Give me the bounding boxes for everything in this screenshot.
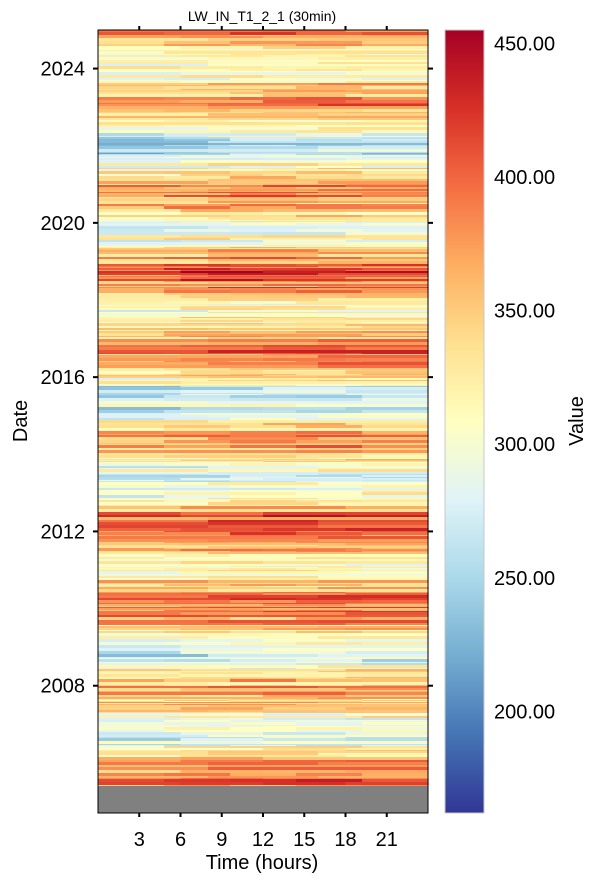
y-tick-label: 2012 <box>41 521 86 543</box>
colorbar-tick-label: 300.00 <box>494 434 555 456</box>
heatmap-plot-area <box>98 30 429 813</box>
colorbar-tick-label: 350.00 <box>494 301 555 323</box>
y-tick-label: 2016 <box>41 367 86 389</box>
x-axis-label: Time (hours) <box>206 852 319 874</box>
y-axis-label: Date <box>10 400 32 442</box>
x-tick-label: 3 <box>134 829 145 851</box>
x-axis: 3 6 9 12 15 18 21 <box>134 26 398 851</box>
x-tick-label: 15 <box>293 829 315 851</box>
y-tick-label: 2008 <box>41 676 86 698</box>
missing-data-region <box>98 786 428 813</box>
y-tick-label: 2020 <box>41 213 86 235</box>
colorbar-label: Value <box>566 396 588 446</box>
colorbar-tick-label: 250.00 <box>494 568 555 590</box>
colorbar-tick-label: 400.00 <box>494 167 555 189</box>
x-tick-label: 21 <box>376 829 398 851</box>
colorbar-tick-label: 450.00 <box>494 33 555 55</box>
colorbar <box>444 29 485 814</box>
x-tick-label: 9 <box>216 829 227 851</box>
colorbar-tick-label: 200.00 <box>494 701 555 723</box>
x-tick-label: 6 <box>175 829 186 851</box>
chart-title: LW_IN_T1_2_1 (30min) <box>188 8 336 24</box>
x-tick-label: 12 <box>252 829 274 851</box>
colorbar-ticks: 200.00 250.00 300.00 350.00 400.00 450.00 <box>494 33 555 723</box>
y-tick-label: 2024 <box>41 59 86 81</box>
x-tick-label: 18 <box>334 829 356 851</box>
y-axis: 2008 2012 2016 2020 2024 <box>41 59 433 698</box>
